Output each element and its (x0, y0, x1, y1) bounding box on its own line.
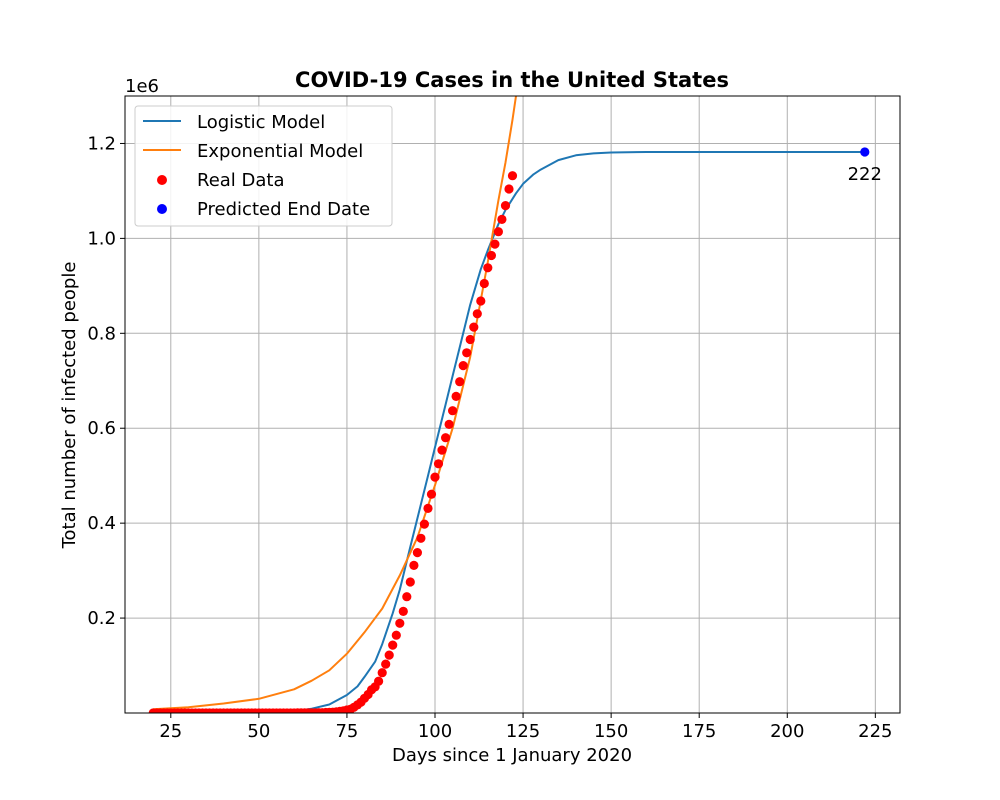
annotations: 222 (848, 164, 882, 185)
x-tick-label: 150 (594, 721, 628, 742)
x-axis-label: Days since 1 January 2020 (392, 745, 632, 766)
real-data-point (483, 263, 493, 273)
x-tick-label: 125 (506, 721, 540, 742)
real-data-point (395, 618, 405, 628)
real-data-point (391, 630, 401, 640)
real-data-point (374, 676, 384, 686)
legend-predicted-end-label: Predicted End Date (197, 199, 370, 220)
real-data-point (409, 560, 419, 571)
x-tick-label: 225 (858, 721, 892, 742)
real-data-point (441, 433, 451, 443)
axis-ticks: 25 50 75 100 125 150 175 200 225 0.2 0.4 0.6 0.8 1.0 1… (87, 133, 892, 742)
real-data-point (455, 377, 465, 387)
y-tick-label: 0.2 (87, 608, 116, 629)
real-data-point (469, 322, 479, 332)
real-data-point (476, 296, 486, 306)
x-tick-label: 25 (159, 721, 182, 742)
real-data-point (472, 309, 482, 319)
real-data-point (402, 592, 412, 602)
real-data-point (426, 489, 437, 499)
legend-predicted-end-swatch (157, 204, 167, 214)
real-data-point (458, 361, 468, 371)
y-tick-label: 1.0 (87, 228, 116, 249)
predicted-end-date-point (860, 147, 870, 157)
plot-frame (124, 95, 901, 714)
legend-real-data-label: Real Data (197, 170, 285, 191)
real-data-point (493, 227, 503, 237)
real-data-point (423, 503, 433, 513)
real-data-point (490, 239, 500, 249)
legend-exponential-label: Exponential Model (197, 141, 363, 162)
real-data-point (500, 201, 511, 211)
x-tick-label: 100 (418, 721, 452, 742)
real-data-point (405, 577, 415, 587)
exponential-model-line (153, 96, 517, 711)
y-tick-label: 1.2 (87, 133, 116, 154)
x-tick-label: 50 (247, 721, 270, 742)
real-data-point (448, 406, 458, 416)
x-tick-label: 75 (335, 721, 358, 742)
y-axis-label: Total number of infected people (59, 262, 80, 550)
grid-lines (125, 96, 900, 713)
y-offset-text: 1e6 (125, 76, 159, 97)
real-data-point (451, 391, 461, 401)
x-tick-label: 200 (770, 721, 804, 742)
logistic-model-line (153, 151, 865, 713)
real-data-point (437, 445, 447, 455)
real-data-point (419, 519, 429, 529)
plot-series (148, 96, 870, 713)
real-data-point (430, 472, 440, 482)
x-tick-label: 175 (682, 721, 716, 742)
y-tick-label: 0.4 (87, 513, 116, 534)
real-data-point (398, 606, 408, 617)
real-data-point (388, 640, 398, 650)
real-data-point (384, 650, 394, 660)
legend-real-data-swatch (157, 175, 167, 185)
chart-title: COVID-19 Cases in the United States (295, 68, 729, 92)
real-data-point (497, 214, 507, 224)
real-data-point (433, 459, 444, 469)
real-data-point (462, 348, 472, 358)
legend-box (134, 105, 393, 227)
real-data-point (507, 171, 518, 181)
legend: Logistic Model Exponential Model Real Da… (134, 105, 393, 227)
real-data-point (416, 533, 426, 543)
y-tick-label: 0.8 (87, 323, 116, 344)
real-data-point (381, 659, 391, 669)
real-data-point (412, 548, 422, 558)
real-data-point (486, 250, 496, 261)
real-data-point (504, 184, 514, 194)
real-data-point (465, 334, 475, 345)
real-data-point (377, 668, 387, 678)
real-data-point (444, 419, 454, 429)
real-data-point (479, 278, 489, 289)
y-tick-label: 0.6 (87, 418, 116, 439)
legend-logistic-label: Logistic Model (197, 112, 325, 133)
annotation-label: 222 (848, 164, 882, 185)
